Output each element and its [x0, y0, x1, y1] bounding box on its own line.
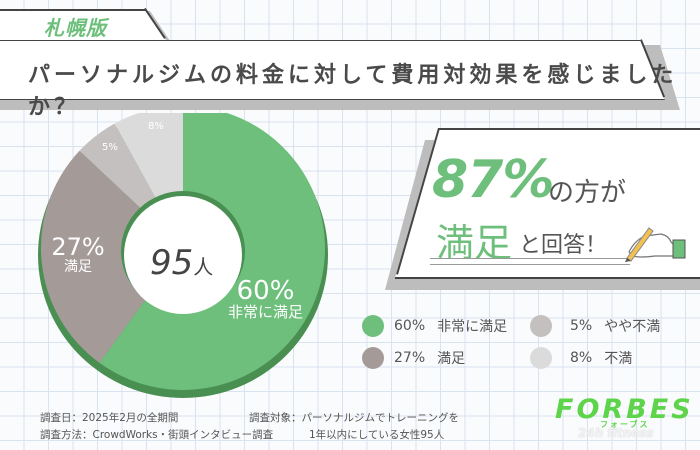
callout-highlight: 満足: [436, 221, 513, 265]
callout-percent: 87%: [432, 150, 554, 210]
edition-tab-border: [0, 9, 146, 11]
brand-logo-sub: 24h fitness: [578, 426, 654, 440]
legend-dot-icon: [362, 347, 384, 369]
callout-underline: [430, 258, 630, 265]
legend-item-very-satisfied: 60% 非常に満足: [362, 315, 507, 337]
footnote-target-1: 調査対象：パーソナルジムでトレーニングを: [249, 412, 459, 424]
edition-tab: [0, 9, 166, 40]
legend-label: 非常に満足: [437, 319, 508, 335]
callout-highlight-suffix: と回答！: [519, 233, 608, 258]
legend-pct: 5%: [570, 318, 593, 334]
slice-label-dissatisfied: 8%: [148, 121, 164, 132]
slice-label-very-satisfied: 60% 非常に満足: [228, 276, 304, 322]
footnote-date: 調査日：2025年2月の全期間: [40, 412, 179, 424]
footnote-method: 調査方法：CrowdWorks・街頭インタビュー調査: [40, 429, 274, 441]
legend-dot-icon: [530, 315, 552, 337]
writing-hand-icon: [625, 222, 687, 266]
legend-item-dissatisfied: 8% 不満: [530, 347, 632, 369]
callout-border-bottom: [395, 277, 700, 279]
callout-border-top: [438, 128, 700, 130]
chart-title: パーソナルジムの料金に対して費用対効果を感じましたか？: [28, 63, 678, 120]
slice-label-satisfied: 27% 満足: [51, 233, 105, 276]
donut-chart: 95人 60% 非常に満足 27% 満足 5% 8%: [38, 106, 328, 403]
callout-percent-suffix: の方が: [548, 178, 627, 208]
donut-slice-satisfied: [40, 150, 183, 363]
slice-label-somewhat-dissatisfied: 5%: [102, 142, 118, 153]
donut-svg: [38, 106, 328, 398]
legend-pct: 60%: [394, 318, 426, 334]
edition-label: 札幌版: [44, 16, 107, 40]
legend-item-satisfied: 27% 満足: [362, 347, 465, 369]
legend-pct: 27%: [394, 350, 426, 366]
brand-logo: FORBES: [555, 394, 694, 425]
legend-label: 満足: [437, 351, 466, 367]
legend-item-somewhat-dissatisfied: 5% やや不満: [530, 315, 660, 337]
footnote-target-2: 1年以内にしている女性95人: [309, 429, 445, 441]
respondent-count: 95人: [150, 243, 214, 283]
legend-dot-icon: [530, 347, 552, 369]
legend-label: やや不満: [604, 319, 661, 335]
legend-label: 不満: [604, 351, 633, 367]
brand-logo-kana: フォーブス: [600, 420, 650, 429]
title-banner: [0, 40, 665, 100]
legend-dot-icon: [362, 315, 384, 337]
legend-pct: 8%: [570, 350, 593, 366]
donut-hole: [124, 196, 242, 314]
